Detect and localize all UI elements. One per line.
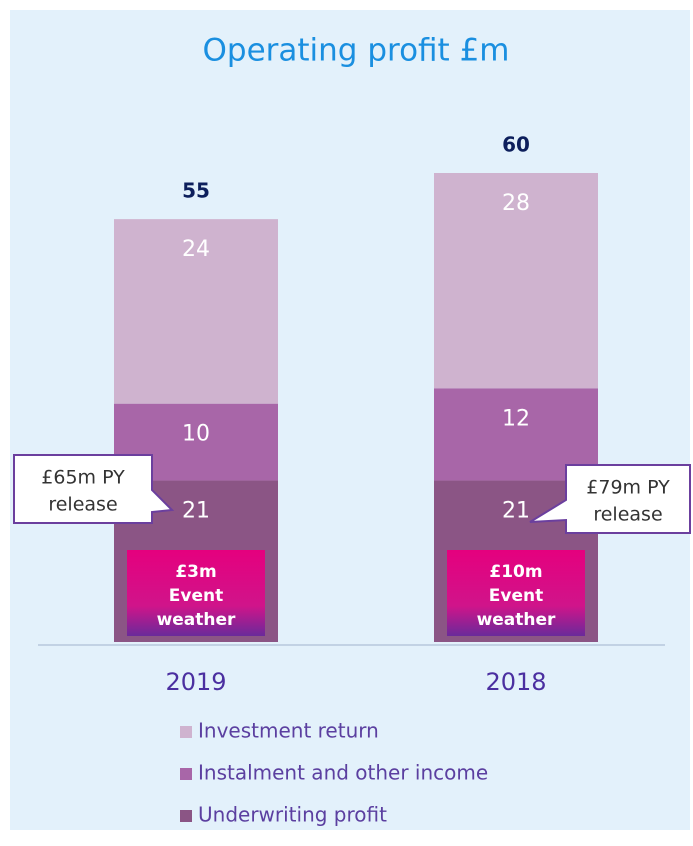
legend-label: Investment return (198, 719, 379, 743)
event-text: Event (489, 586, 543, 606)
value-label: 24 (182, 237, 210, 262)
callout-text: release (593, 504, 662, 526)
callout (529, 464, 691, 534)
bar-segment (434, 173, 598, 389)
event-text: £10m (489, 562, 542, 582)
legend-swatch (180, 810, 192, 822)
callout (13, 454, 175, 524)
chart-title: Operating profit £m (202, 33, 509, 69)
event-text: weather (477, 610, 556, 630)
legend-label: Underwriting profit (198, 803, 387, 827)
legend-label: Instalment and other income (198, 761, 488, 785)
value-label: 28 (502, 191, 530, 216)
callout-text: £79m PY (586, 477, 670, 499)
total-label: 60 (502, 133, 530, 157)
value-label: 10 (182, 422, 210, 447)
value-label: 21 (502, 499, 530, 524)
total-label: 55 (182, 179, 210, 203)
event-text: weather (157, 610, 236, 630)
x-tick-label: 2018 (485, 668, 546, 696)
value-label: 21 (182, 499, 210, 524)
callout-text: release (48, 494, 117, 516)
event-text: Event (169, 586, 223, 606)
callout-text: £65m PY (41, 467, 125, 489)
x-tick-label: 2019 (165, 668, 226, 696)
value-label: 12 (502, 406, 530, 431)
legend-swatch (180, 726, 192, 738)
event-text: £3m (175, 562, 216, 582)
event-box (127, 550, 265, 636)
event-box (447, 550, 585, 636)
legend-swatch (180, 768, 192, 780)
bar-segment (114, 219, 278, 404)
